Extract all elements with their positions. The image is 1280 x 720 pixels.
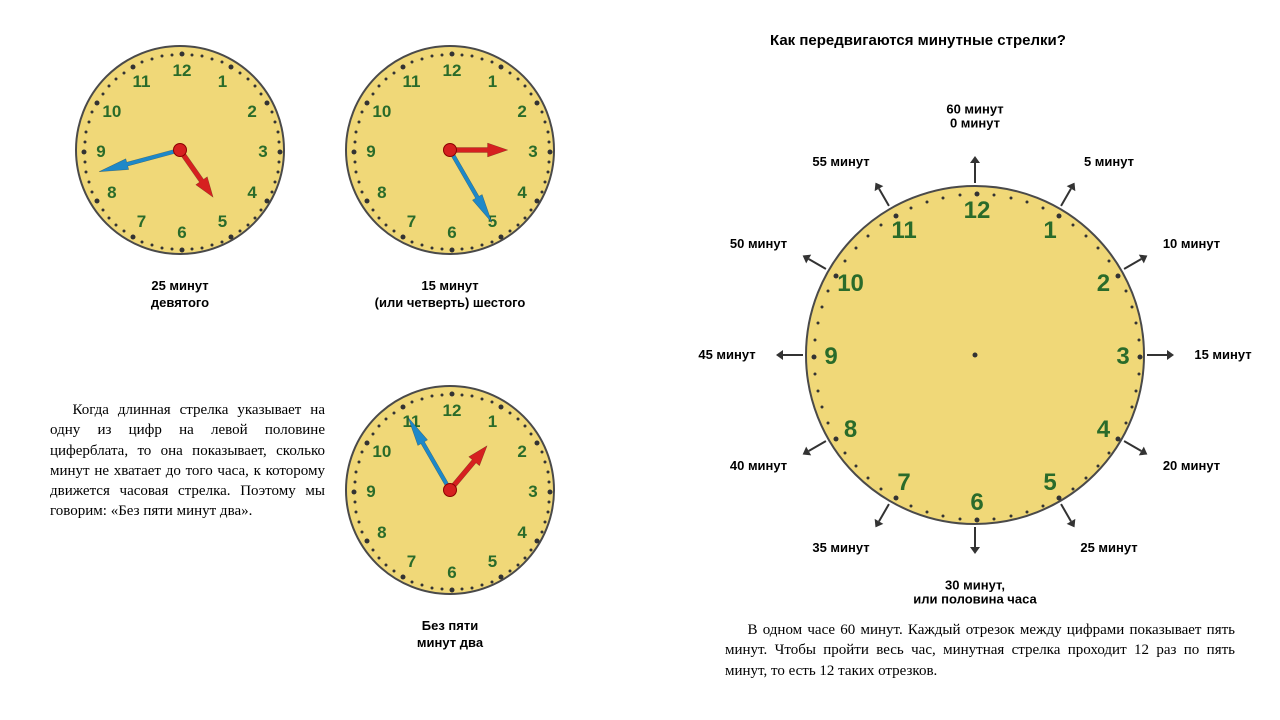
hour-number: 11 [133, 72, 151, 92]
minute-arrow [1120, 249, 1151, 275]
hour-number: 3 [1116, 343, 1129, 371]
hour-number: 11 [891, 217, 916, 245]
hour-number: 11 [403, 72, 421, 92]
hour-number: 7 [407, 552, 416, 572]
clock3: 123456789101112 [345, 385, 555, 595]
minute-label-12: 60 минут0 минут [946, 103, 1003, 132]
center-pin [173, 143, 187, 157]
hour-number: 4 [517, 183, 526, 203]
hour-number: 2 [247, 102, 256, 122]
hour-number: 1 [1043, 217, 1056, 245]
hour-number: 12 [443, 61, 462, 81]
hour-number: 5 [1043, 469, 1056, 497]
minute-label-9: 45 минут [698, 348, 755, 362]
minute-arrow [1120, 435, 1151, 461]
hour-number: 4 [247, 183, 256, 203]
minute-hand [97, 144, 181, 177]
hour-number: 3 [258, 142, 267, 162]
hour-number: 10 [372, 442, 391, 462]
hour-number: 7 [407, 212, 416, 232]
clock1: 123456789101112 [75, 45, 285, 255]
minute-label-11: 55 минут [812, 154, 869, 168]
minute-arrow [968, 527, 982, 555]
hour-number: 8 [377, 523, 386, 543]
hour-number: 10 [837, 270, 864, 298]
title-right: Как передвигаются минутные стрелки? [770, 32, 1066, 49]
paragraph-right: В одном часе 60 минут. Каждый отрезок ме… [725, 620, 1235, 681]
minute-label-10: 50 минут [730, 237, 787, 251]
hour-number: 12 [443, 401, 462, 421]
hour-number: 7 [137, 212, 146, 232]
hour-number: 8 [377, 183, 386, 203]
minute-label-8: 40 минут [730, 459, 787, 473]
hour-number: 3 [528, 142, 537, 162]
hour-number: 2 [517, 102, 526, 122]
big-clock: 123456789101112 [805, 185, 1145, 525]
hour-number: 1 [218, 72, 227, 92]
clock2: 123456789101112 [345, 45, 555, 255]
hour-number: 1 [488, 72, 497, 92]
hour-number: 6 [177, 223, 186, 243]
hour-number: 10 [372, 102, 391, 122]
minute-arrow [1147, 348, 1175, 362]
hour-number: 5 [488, 552, 497, 572]
minute-label-5: 25 минут [1080, 541, 1137, 555]
hour-number: 6 [970, 489, 983, 517]
center-pin [443, 483, 457, 497]
minute-label-3: 15 минут [1194, 348, 1251, 362]
minute-hand [445, 147, 497, 226]
hour-number: 12 [173, 61, 192, 81]
hour-number: 3 [528, 482, 537, 502]
minute-arrow [798, 249, 829, 275]
clock1-caption: 25 минутдевятого [60, 278, 300, 312]
hour-number: 6 [447, 563, 456, 583]
minute-label-6: 30 минут,или половина часа [913, 579, 1036, 608]
minute-arrow [869, 500, 895, 531]
center-pin [443, 143, 457, 157]
hour-number: 9 [366, 142, 375, 162]
minute-label-2: 10 минут [1163, 237, 1220, 251]
clock3-caption: Без пятиминут два [330, 618, 570, 652]
minute-arrow [968, 155, 982, 183]
hour-number: 8 [107, 183, 116, 203]
minute-arrow [869, 178, 895, 209]
hour-number: 5 [218, 212, 227, 232]
minute-arrow [775, 348, 803, 362]
minute-arrow [1055, 178, 1081, 209]
minute-arrow [798, 435, 829, 461]
paragraph-left: Когда длинная стрелка указывает на одну … [50, 400, 325, 522]
hour-number: 9 [96, 142, 105, 162]
minute-label-1: 5 минут [1084, 154, 1134, 168]
hour-number: 8 [844, 416, 857, 444]
hour-number: 12 [964, 197, 991, 225]
clock2-caption: 15 минут(или четверть) шестого [330, 278, 570, 312]
hour-number: 6 [447, 223, 456, 243]
hour-number: 10 [102, 102, 121, 122]
hour-number: 1 [488, 412, 497, 432]
minute-hand [403, 414, 455, 493]
hour-number: 2 [1097, 270, 1110, 298]
minute-label-7: 35 минут [812, 541, 869, 555]
hour-number: 9 [824, 343, 837, 371]
minute-label-4: 20 минут [1163, 459, 1220, 473]
hour-number: 7 [897, 469, 910, 497]
hour-number: 4 [1097, 416, 1110, 444]
hour-number: 9 [366, 482, 375, 502]
hour-number: 4 [517, 523, 526, 543]
hour-number: 2 [517, 442, 526, 462]
minute-arrow [1055, 500, 1081, 531]
